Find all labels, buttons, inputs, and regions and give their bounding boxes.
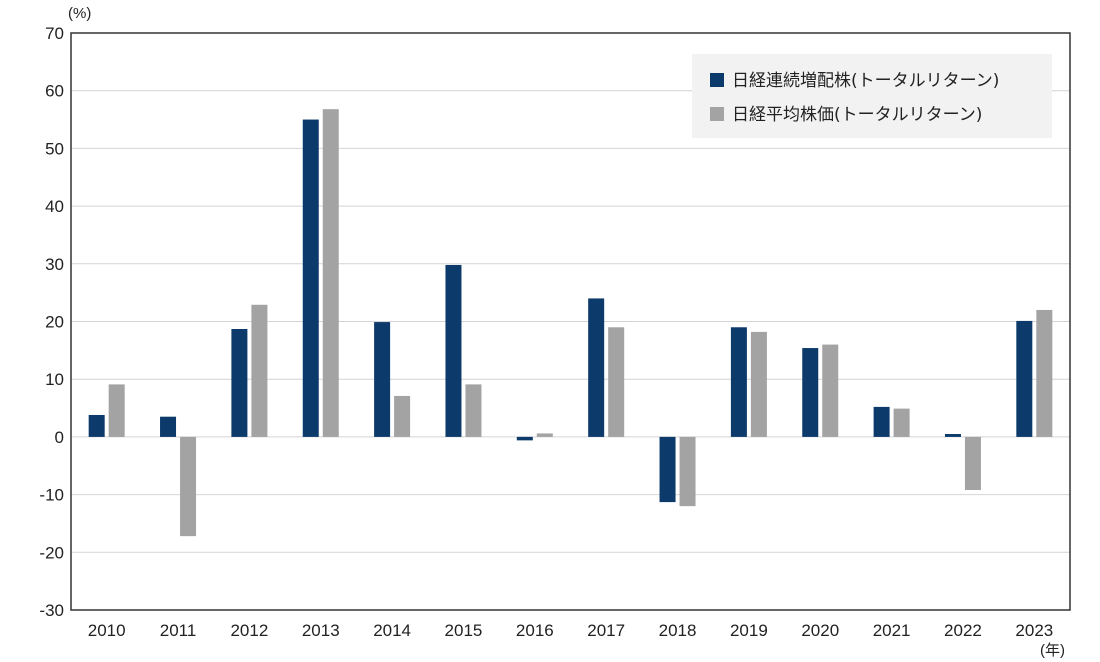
y-tick-label: -20	[39, 543, 64, 562]
bar-series-2-2021	[893, 408, 910, 437]
legend-label-series-2: 日経平均株価(トータルリターン)	[732, 105, 982, 125]
x-tick-label: 2022	[944, 621, 982, 640]
bar-series-2-2015	[465, 384, 482, 437]
bar-series-2-2023	[1036, 309, 1053, 437]
legend-swatch-series-2	[710, 107, 724, 121]
bar-series-1-2015	[445, 264, 462, 437]
bar-series-1-2019	[730, 327, 747, 437]
bar-series-1-2010	[88, 414, 105, 437]
bar-series-2-2011	[180, 436, 197, 537]
y-tick-label: 20	[45, 313, 64, 332]
y-tick-label: -10	[39, 486, 64, 505]
y-tick-label: 40	[45, 197, 64, 216]
bar-series-1-2020	[802, 348, 819, 437]
y-tick-label: 60	[45, 82, 64, 101]
bar-series-2-2020	[822, 344, 839, 437]
bar-series-1-2017	[588, 298, 605, 437]
x-tick-label: 2015	[445, 621, 483, 640]
legend-swatch-series-1	[710, 73, 724, 87]
legend: 日経連続増配株(トータルリターン) 日経平均株価(トータルリターン)	[692, 54, 1052, 138]
bar-series-1-2021	[873, 406, 890, 437]
x-tick-label: 2014	[373, 621, 411, 640]
bar-series-1-2012	[231, 329, 248, 437]
bar-series-2-2018	[679, 436, 696, 507]
x-tick-label: 2016	[516, 621, 554, 640]
legend-box	[692, 54, 1052, 138]
x-tick-label: 2018	[659, 621, 697, 640]
x-tick-label: 2019	[730, 621, 768, 640]
bar-series-2-2022	[964, 436, 981, 490]
y-tick-label: 10	[45, 370, 64, 389]
bar-series-1-2018	[659, 436, 676, 503]
x-tick-label: 2020	[801, 621, 839, 640]
x-tick-label: 2012	[230, 621, 268, 640]
x-tick-label: 2023	[1015, 621, 1053, 640]
bar-series-2-2014	[394, 395, 411, 437]
y-tick-label: -30	[39, 601, 64, 620]
bar-series-1-2014	[374, 322, 391, 437]
bar-series-2-2010	[108, 384, 125, 437]
y-tick-label: 0	[55, 428, 64, 447]
x-tick-label: 2017	[587, 621, 625, 640]
y-tick-label: 50	[45, 139, 64, 158]
plot-frame	[70, 32, 1071, 611]
bar-series-2-2013	[322, 109, 339, 437]
y-tick-label: 70	[45, 24, 64, 43]
bar-series-2-2017	[608, 327, 625, 437]
x-tick-label: 2013	[302, 621, 340, 640]
bar-series-2-2016	[536, 433, 553, 437]
bars	[88, 109, 1053, 537]
bar-series-1-2023	[1016, 320, 1033, 437]
bar-series-1-2016	[516, 436, 533, 441]
x-tick-label: 2011	[160, 621, 197, 640]
bar-series-2-2019	[750, 331, 767, 437]
x-tick-label: 2010	[88, 621, 126, 640]
bar-series-2-2012	[251, 304, 268, 437]
x-axis-ticks: 2010 2011 2012 2013 2014 2015 2016 2017 2018 2019…	[88, 621, 1053, 640]
x-unit-label: (年)	[1040, 642, 1065, 659]
bar-series-1-2013	[302, 119, 319, 437]
bar-series-1-2022	[944, 434, 961, 437]
y-tick-label: 30	[45, 255, 64, 274]
bar-series-1-2011	[160, 416, 177, 437]
y-unit-label: (%)	[68, 5, 91, 22]
x-tick-label: 2021	[873, 621, 911, 640]
legend-label-series-1: 日経連続増配株(トータルリターン)	[732, 71, 999, 91]
y-axis-ticks: -30 -20 -10 0 10 20 30 40 50 60 70	[39, 24, 64, 620]
